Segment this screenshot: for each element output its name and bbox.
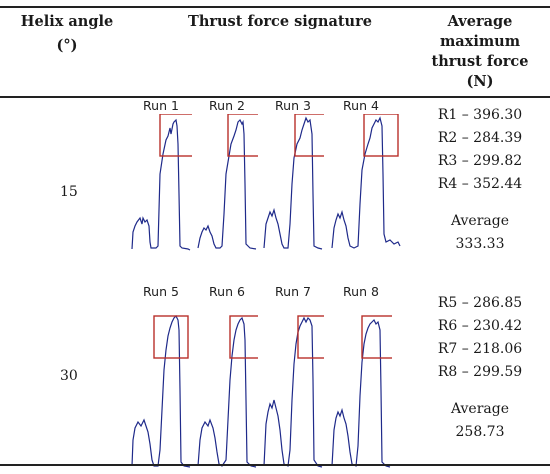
thrust-force-plot <box>331 315 392 468</box>
thrust-force-plot <box>131 314 191 468</box>
peak-highlight-box <box>159 114 192 157</box>
helix-angle-value: 15 <box>60 184 78 200</box>
thrust-trace <box>331 318 391 468</box>
results-row-30: R5 – 286.85 R6 – 230.42 R7 – 218.06 R8 –… <box>410 292 550 444</box>
header-helix-angle-label: Helix angle <box>20 13 114 30</box>
header-bottom-rule <box>0 96 550 98</box>
run-result: R2 – 284.39 <box>437 130 523 146</box>
run-label: Run 1 <box>143 98 179 113</box>
thrust-trace <box>263 116 323 250</box>
thrust-force-plot <box>331 114 401 249</box>
run-label: Run 4 <box>343 98 379 113</box>
helix-angle-value: 30 <box>60 368 78 384</box>
peak-highlight-box <box>361 315 392 359</box>
average-label: Average <box>450 401 510 417</box>
thrust-force-plot <box>197 114 258 250</box>
run-label: Run 3 <box>275 98 311 113</box>
header-average-line-3: thrust force <box>431 53 529 70</box>
peak-highlight-box <box>363 114 399 157</box>
results-row-15: R1 – 396.30 R2 – 284.39 R3 – 299.82 R4 –… <box>410 104 550 256</box>
run-result: R6 – 230.42 <box>437 318 523 334</box>
peak-highlight-box <box>294 114 324 157</box>
run-result: R7 – 218.06 <box>437 341 523 357</box>
average-value: 258.73 <box>455 424 505 440</box>
header-average-line-4: (N) <box>466 73 494 90</box>
peak-highlight-box <box>153 315 189 359</box>
header-average-max-thrust: Average maximum thrust force (N) <box>410 12 550 92</box>
thrust-trace <box>131 314 191 468</box>
table-bottom-rule <box>0 464 550 466</box>
run-result: R8 – 299.59 <box>437 364 523 380</box>
average-value: 333.33 <box>455 236 505 252</box>
header-helix-angle-unit: (°) <box>56 37 78 54</box>
thrust-trace <box>263 316 323 468</box>
thrust-trace <box>197 316 257 468</box>
run-result: R5 – 286.85 <box>437 295 523 311</box>
run-result: R3 – 299.82 <box>437 153 523 169</box>
run-label: Run 7 <box>275 284 311 299</box>
header-thrust-signature: Thrust force signature <box>188 13 372 30</box>
thrust-force-plot <box>197 315 258 468</box>
thrust-force-plot <box>131 114 192 251</box>
header-average-line-1: Average <box>447 13 513 30</box>
header-average-line-2: maximum <box>439 33 521 50</box>
thrust-force-plot <box>263 315 324 468</box>
run-label: Run 8 <box>343 284 379 299</box>
peak-highlight-box <box>227 114 258 157</box>
average-label: Average <box>450 213 510 229</box>
peak-highlight-box <box>297 315 324 359</box>
thrust-trace <box>331 116 401 249</box>
table-top-rule <box>0 6 550 8</box>
thrust-force-plot <box>263 114 324 250</box>
run-label: Run 6 <box>209 284 245 299</box>
header-helix-angle: Helix angle (°) <box>12 12 122 56</box>
thrust-trace <box>197 118 257 250</box>
run-result: R4 – 352.44 <box>437 176 523 192</box>
run-result: R1 – 396.30 <box>437 107 523 123</box>
thrust-trace <box>131 118 191 251</box>
run-label: Run 2 <box>209 98 245 113</box>
peak-highlight-box <box>229 315 258 359</box>
run-label: Run 5 <box>143 284 179 299</box>
